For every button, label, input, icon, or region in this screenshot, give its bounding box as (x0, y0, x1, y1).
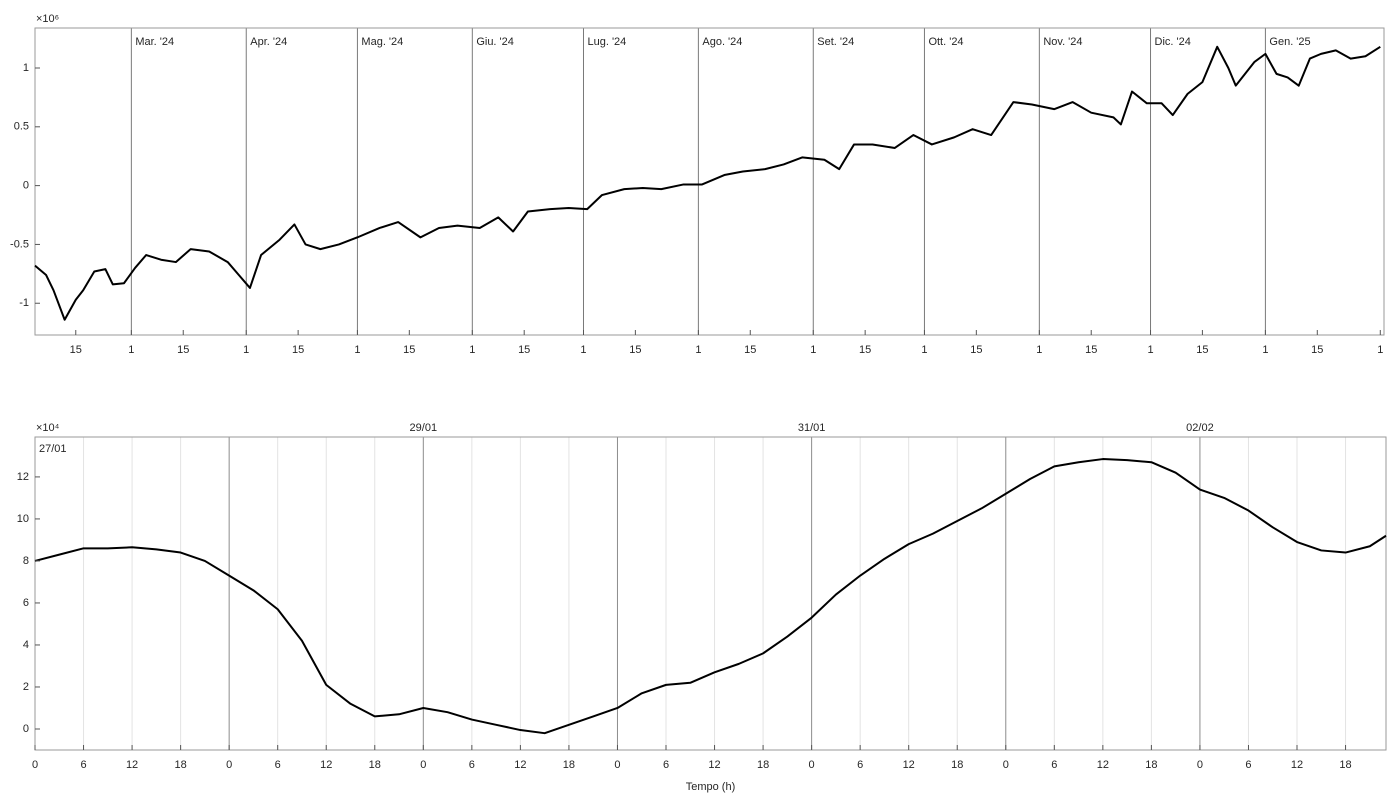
y-tick-label: 6 (23, 597, 29, 609)
period-label: 29/01 (410, 422, 438, 434)
x-tick-label: 15 (970, 344, 982, 356)
data-line (34, 458, 1387, 735)
x-tick-label: 15 (403, 344, 415, 356)
x-tick-label: 1 (1377, 344, 1383, 356)
x-tick-label: 1 (810, 344, 816, 356)
x-tick-label: 1 (1147, 344, 1153, 356)
x-tick-label: 15 (292, 344, 304, 356)
x-tick-label: 6 (857, 759, 863, 771)
x-tick-label: 1 (580, 344, 586, 356)
x-tick-label: 0 (226, 759, 232, 771)
x-tick-label: 18 (174, 759, 186, 771)
x-tick-label: 1 (921, 344, 927, 356)
x-tick-label: 18 (563, 759, 575, 771)
x-tick-label: 15 (1311, 344, 1323, 356)
period-label: Mar. '24 (135, 36, 174, 48)
x-tick-label: 1 (1262, 344, 1268, 356)
x-tick-label: 12 (514, 759, 526, 771)
x-tick-label: 15 (70, 344, 82, 356)
x-tick-label: 18 (1145, 759, 1157, 771)
y-exponent: ×10⁴ (36, 422, 60, 434)
x-axis-label: Tempo (h) (686, 781, 736, 793)
x-tick-label: 15 (177, 344, 189, 356)
x-tick-label: 1 (695, 344, 701, 356)
x-tick-label: 12 (903, 759, 915, 771)
axes-frame (34, 436, 1387, 751)
period-label: Giu. '24 (476, 36, 514, 48)
x-tick-label: 6 (275, 759, 281, 771)
x-tick-label: 15 (744, 344, 756, 356)
axes-frame (34, 27, 1385, 336)
y-tick-label: 4 (23, 639, 29, 651)
period-label: Ott. '24 (928, 36, 963, 48)
period-label: Ago. '24 (702, 36, 742, 48)
x-tick-label: 18 (1339, 759, 1351, 771)
x-tick-label: 6 (1051, 759, 1057, 771)
y-tick-label: 10 (17, 513, 29, 525)
x-tick-label: 18 (951, 759, 963, 771)
y-tick-label: 0 (23, 180, 29, 192)
x-tick-label: 12 (1291, 759, 1303, 771)
period-label: Nov. '24 (1043, 36, 1082, 48)
x-tick-label: 6 (1245, 759, 1251, 771)
x-tick-label: 18 (369, 759, 381, 771)
y-tick-label: 0.5 (14, 121, 29, 133)
period-label: Set. '24 (817, 36, 854, 48)
x-tick-label: 0 (1003, 759, 1009, 771)
x-tick-label: 1 (243, 344, 249, 356)
y-tick-label: 8 (23, 555, 29, 567)
x-tick-label: 0 (32, 759, 38, 771)
y-tick-label: 0 (23, 723, 29, 735)
period-label: Mag. '24 (361, 36, 403, 48)
y-tick-label: -1 (19, 297, 29, 309)
x-tick-label: 1 (128, 344, 134, 356)
y-exponent: ×10⁶ (36, 13, 59, 25)
x-tick-label: 6 (80, 759, 86, 771)
x-tick-label: 12 (126, 759, 138, 771)
x-tick-label: 1 (469, 344, 475, 356)
x-tick-label: 12 (1097, 759, 1109, 771)
y-tick-label: -0.5 (10, 238, 29, 250)
x-tick-label: 1 (354, 344, 360, 356)
data-line (34, 45, 1381, 321)
x-tick-label: 0 (420, 759, 426, 771)
x-tick-label: 15 (1196, 344, 1208, 356)
x-tick-label: 0 (614, 759, 620, 771)
y-tick-label: 1 (23, 62, 29, 74)
period-label: Apr. '24 (250, 36, 287, 48)
y-tick-label: 2 (23, 681, 29, 693)
period-label: Dic. '24 (1155, 36, 1191, 48)
period-label: 27/01 (39, 443, 67, 455)
period-label: Lug. '24 (587, 36, 626, 48)
x-tick-label: 15 (1085, 344, 1097, 356)
x-tick-label: 15 (518, 344, 530, 356)
y-tick-label: 12 (17, 471, 29, 483)
x-tick-label: 6 (469, 759, 475, 771)
period-label: Gen. '25 (1269, 36, 1310, 48)
x-tick-label: 0 (1197, 759, 1203, 771)
x-tick-label: 12 (708, 759, 720, 771)
x-tick-label: 1 (1036, 344, 1042, 356)
period-label: 02/02 (1186, 422, 1214, 434)
x-tick-label: 0 (809, 759, 815, 771)
period-label: 31/01 (798, 422, 826, 434)
x-tick-label: 12 (320, 759, 332, 771)
x-tick-label: 18 (757, 759, 769, 771)
x-tick-label: 6 (663, 759, 669, 771)
x-tick-label: 15 (859, 344, 871, 356)
x-tick-label: 15 (629, 344, 641, 356)
